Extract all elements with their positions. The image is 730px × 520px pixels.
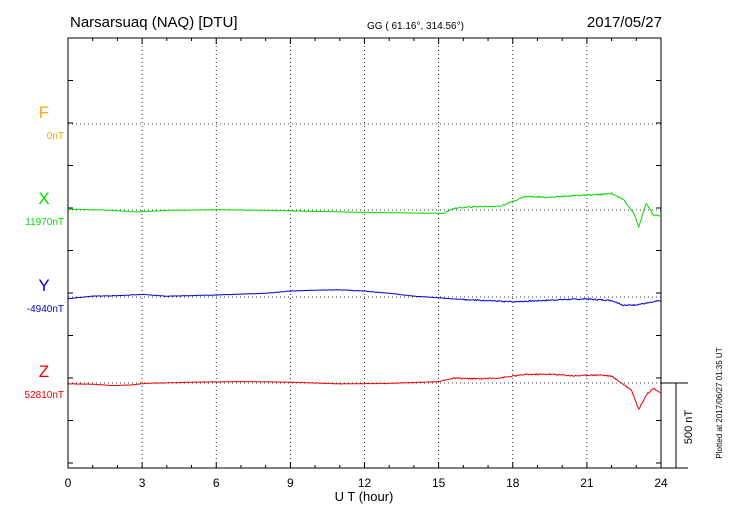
grid-lines (68, 38, 661, 468)
series-labels: F 0nT X 11970nT Y -4940nT Z 52810nT (25, 103, 64, 401)
station-title: Narsarsuaq (NAQ) [DTU] (70, 14, 238, 31)
x-tick-label: 12 (358, 476, 372, 490)
series-line-x (67, 191, 662, 229)
x-tick-label: 15 (432, 476, 446, 490)
series-name-y: Y (38, 276, 49, 295)
series-baseline-z: 52810nT (25, 390, 64, 401)
x-axis-ticks: 0 3 6 9 12 15 18 21 24 (65, 38, 668, 490)
coordinates-label: GG ( 61.16°, 314.56°) (367, 21, 464, 32)
series-line-y (68, 289, 662, 307)
scale-bar: 500 nT (661, 382, 695, 469)
date-label: 2017/05/27 (587, 14, 662, 31)
x-tick-label: 21 (580, 476, 594, 490)
x-axis-label: U T (hour) (335, 489, 394, 504)
scale-bar-label: 500 nT (683, 410, 695, 445)
series-line-z (68, 373, 662, 411)
x-tick-label: 24 (654, 476, 668, 490)
x-tick-label: 18 (506, 476, 520, 490)
x-tick-label: 0 (65, 476, 72, 490)
series-baseline-y: -4940nT (27, 304, 64, 315)
series-baseline-x: 11970nT (25, 217, 64, 228)
series-lines (67, 191, 662, 411)
x-tick-label: 6 (213, 476, 220, 490)
x-tick-label: 3 (139, 476, 146, 490)
series-name-z: Z (39, 362, 49, 381)
x-tick-label: 9 (287, 476, 294, 490)
series-name-x: X (38, 189, 49, 208)
series-name-f: F (39, 103, 49, 122)
series-baseline-f: 0nT (47, 131, 64, 142)
plotted-timestamp: Plotted at 2017/06/27 01:35 UT (715, 347, 724, 458)
